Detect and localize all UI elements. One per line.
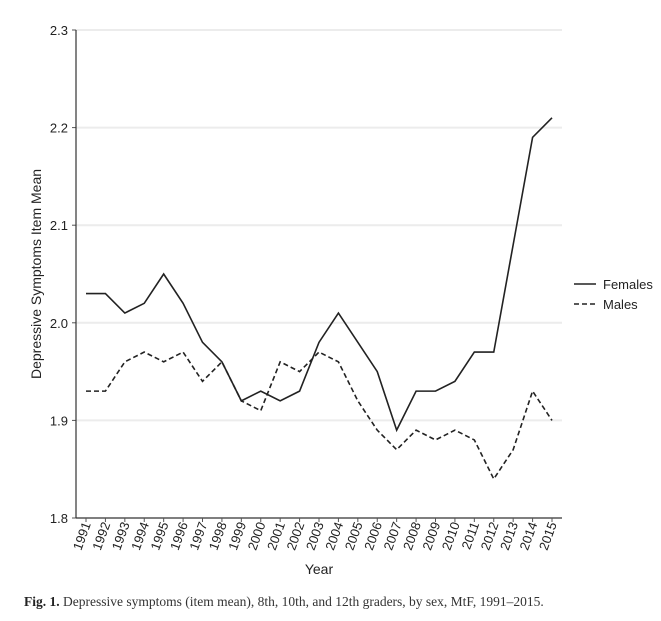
figure-caption: Fig. 1. Depressive symptoms (item mean),…	[24, 594, 544, 610]
y-tick-label: 1.8	[50, 511, 68, 526]
series-line-females	[86, 117, 553, 433]
y-tick-label: 2.1	[50, 218, 68, 233]
caption-text: Depressive symptoms (item mean), 8th, 10…	[63, 594, 544, 609]
y-tick-label: 2.2	[50, 121, 68, 136]
caption-label: Fig. 1.	[24, 594, 60, 609]
legend-label: Females	[603, 277, 653, 292]
x-axis-label: Year	[305, 561, 334, 577]
series-line-males	[86, 351, 553, 481]
legend-label: Males	[603, 297, 638, 312]
y-tick-label: 1.9	[50, 413, 68, 428]
y-tick-label: 2.0	[50, 316, 68, 331]
y-axis-label: Depressive Symptoms Item Mean	[28, 169, 44, 379]
y-tick-label: 2.3	[50, 23, 68, 38]
